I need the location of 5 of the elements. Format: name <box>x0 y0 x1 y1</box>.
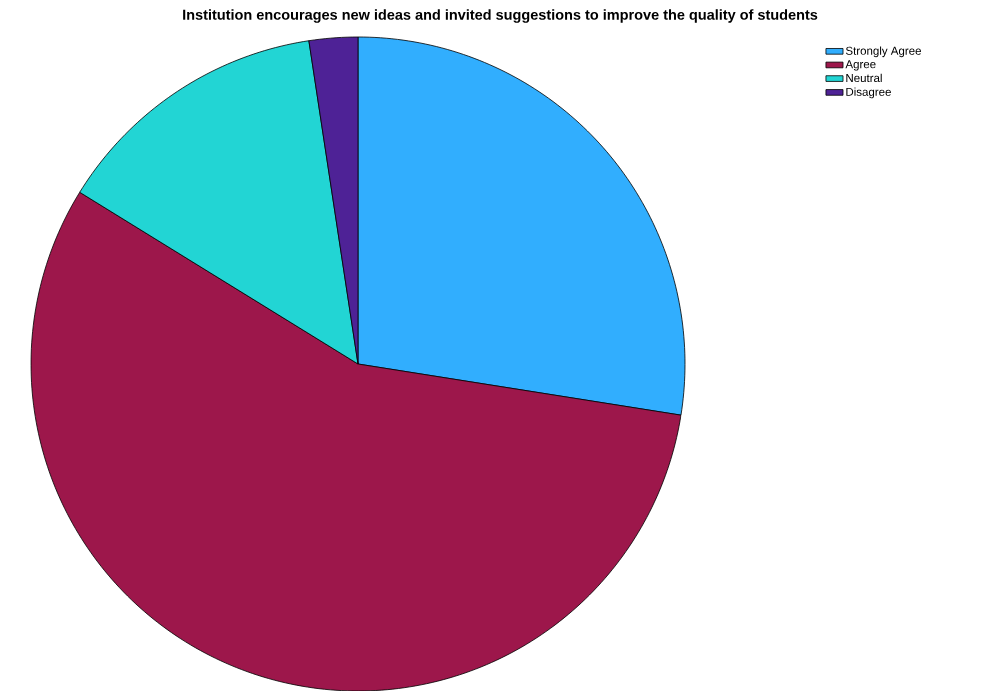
legend-label: Neutral <box>846 73 882 83</box>
legend-label: Agree <box>845 60 876 71</box>
legend-label: Disagree <box>846 87 891 99</box>
legend-label: Strongly Agree <box>845 46 921 58</box>
chart-title: Institution encourages new ideas and invited suggestions to improve the quality of students <box>183 9 818 23</box>
